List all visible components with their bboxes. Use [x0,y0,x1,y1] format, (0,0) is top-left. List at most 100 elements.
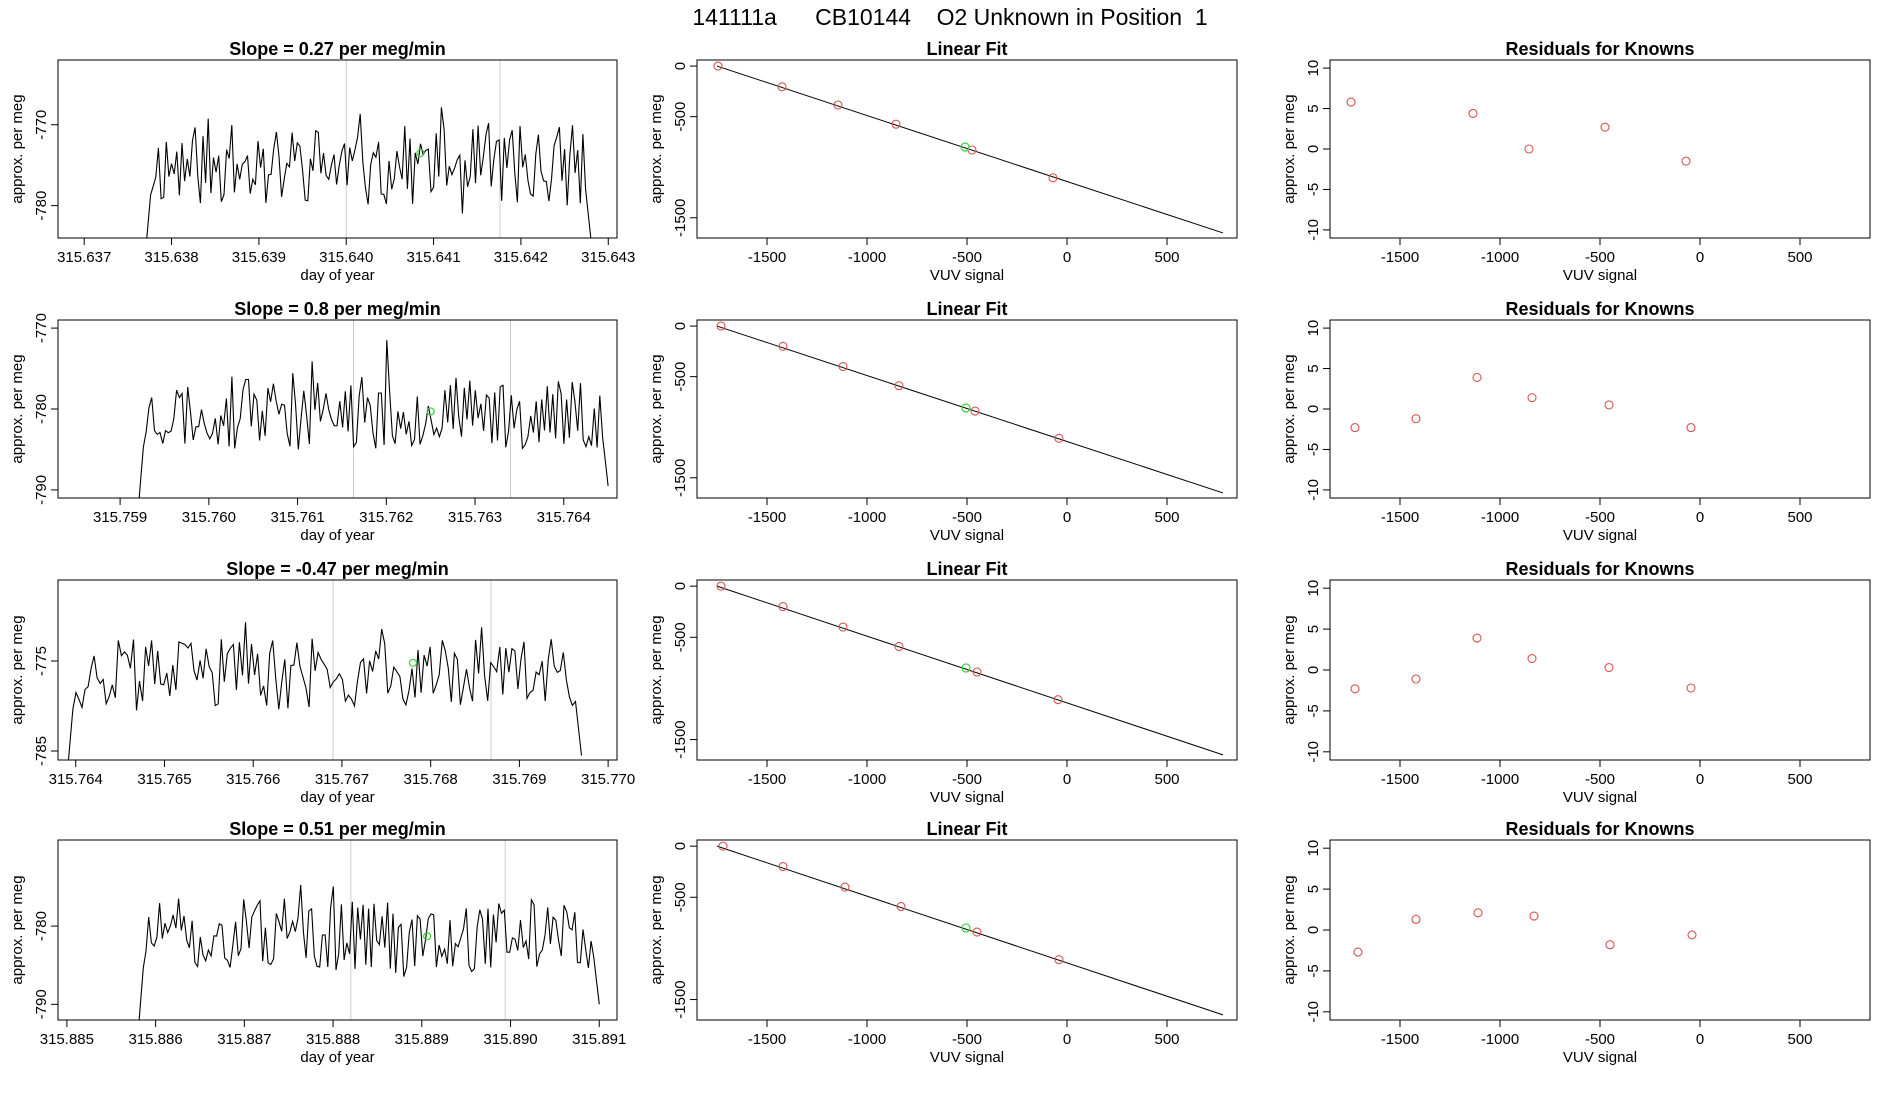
x-tick-label: 315.891 [572,1031,626,1048]
plot-area [1350,633,1696,694]
y-tick-label: 0 [672,62,689,70]
plot-box [1329,59,1871,239]
panel-2-2: Residuals for Knowns -1500 -1000 -500 0 500 VU… [1281,559,1871,806]
y-tick-label: -775 [33,646,50,676]
plot-box [57,839,618,1021]
x-tick-label: 315.764 [537,509,591,526]
data-trace [146,107,592,238]
known-point [891,119,901,129]
x-tick-label: 500 [1154,771,1179,788]
data-trace [67,622,583,760]
x-axis-label: VUV signal [930,527,1004,544]
x-tick-label: -500 [952,771,982,788]
plot-area [716,581,1224,756]
x-tick-label: 315.767 [315,771,369,788]
known-point [1468,108,1478,118]
unknown-point [408,658,418,667]
y-tick-label: -1500 [672,199,689,237]
x-tick-label: 0 [1696,771,1704,788]
x-tick-label: 315.885 [40,1031,94,1048]
y-tick-label: -770 [33,313,50,343]
y-tick-label: -10 [1305,219,1322,241]
x-tick-label: -1000 [848,249,886,266]
y-tick-label: 0 [1305,145,1322,153]
unknown-point [961,663,971,673]
x-tick-label: 0 [1063,249,1071,266]
x-tick-label: 0 [1696,1031,1704,1048]
y-tick-label: -5 [1305,183,1322,196]
y-tick-label: 10 [1305,580,1322,597]
y-tick-label: -500 [672,362,689,392]
x-axis-label: VUV signal [1563,1049,1637,1066]
x-tick-label: -500 [952,509,982,526]
known-point [1411,914,1421,924]
known-point [1681,156,1691,166]
plot-area [1346,97,1691,166]
x-tick-label: 0 [1063,771,1071,788]
plot-box [57,59,618,239]
y-tick-label: -770 [33,110,50,140]
unknown-point [961,403,971,413]
known-point [1472,633,1482,643]
plot-area [146,60,592,238]
known-point [1527,393,1537,403]
panel-title: Residuals for Knowns [1505,299,1694,319]
y-tick-label: -1500 [672,720,689,758]
data-trace [138,340,609,498]
x-tick-label: -500 [1585,509,1615,526]
y-tick-label: -10 [1305,1001,1322,1023]
y-tick-label: 5 [1305,885,1322,893]
x-tick-label: -1000 [848,771,886,788]
known-point [1054,955,1064,965]
plot-box [1329,579,1871,761]
y-axis-label: approx. per meg [9,354,26,463]
y-tick-label: -785 [33,736,50,766]
y-tick-label: 5 [1305,625,1322,633]
y-axis-label: approx. per meg [648,875,665,984]
x-axis-label: VUV signal [930,789,1004,806]
known-point [1686,423,1696,433]
x-tick-label: -1500 [748,771,786,788]
x-tick-label: -1000 [1481,509,1519,526]
x-axis-label: VUV signal [930,1049,1004,1066]
known-point [1527,653,1537,664]
y-tick-label: -10 [1305,479,1322,501]
y-tick-label: -500 [672,882,689,912]
x-tick-label: 315.888 [306,1031,360,1048]
plot-box [57,319,618,499]
y-tick-label: 0 [672,842,689,850]
x-tick-label: 0 [1063,509,1071,526]
x-tick-label: -1000 [1481,771,1519,788]
x-tick-label: 500 [1787,771,1812,788]
unknown-point [423,932,432,941]
x-tick-label: 315.762 [359,509,413,526]
known-point [778,862,788,872]
x-tick-label: -1500 [1381,1031,1419,1048]
plot-box [57,579,618,761]
panel-title: Slope = 0.51 per meg/min [229,819,446,839]
x-tick-label: -1000 [1481,249,1519,266]
x-tick-label: 315.889 [395,1031,449,1048]
x-axis-label: VUV signal [1563,527,1637,544]
x-tick-label: 315.639 [232,249,286,266]
x-tick-label: 315.768 [404,771,458,788]
y-axis-label: approx. per meg [9,875,26,984]
panel-title: Slope = 0.8 per meg/min [234,299,441,319]
x-axis-label: day of year [300,527,374,544]
x-tick-label: 315.641 [406,249,460,266]
x-tick-label: 315.643 [581,249,635,266]
known-point [838,361,848,372]
x-tick-label: -1000 [1481,1031,1519,1048]
x-tick-label: -500 [1585,1031,1615,1048]
panel-title: Slope = -0.47 per meg/min [226,559,449,579]
panel-1-2: Residuals for Knowns -1500 -1000 -500 0 500 VU… [1281,299,1871,544]
x-tick-label: 0 [1696,509,1704,526]
y-tick-label: 0 [1305,405,1322,413]
x-tick-label: 315.637 [57,249,111,266]
plot-area [716,841,1224,1016]
known-point [1604,662,1614,673]
x-tick-label: 315.770 [581,771,635,788]
y-tick-label: -780 [33,191,50,221]
y-tick-label: -1500 [672,459,689,497]
